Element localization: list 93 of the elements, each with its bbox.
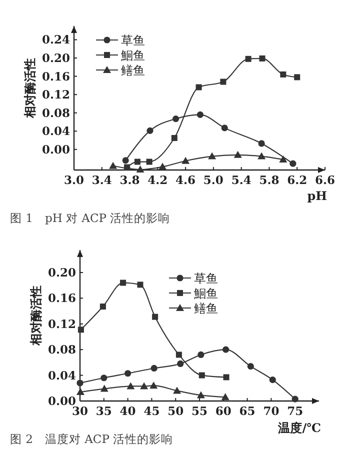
x-tick-label: 6.6	[314, 173, 336, 187]
point	[146, 127, 154, 134]
point	[292, 396, 298, 402]
y-tick-label: 0.04	[48, 368, 76, 382]
point	[198, 372, 205, 378]
legend-label: 鮰鱼	[194, 286, 218, 300]
y-tick-label: 0.08	[48, 342, 76, 357]
y-tick-label: 0.00	[42, 142, 70, 156]
point	[196, 391, 205, 398]
y-tick-label: 0.16	[48, 291, 76, 306]
caption: 图 2 温度对 ACP 活性的影响	[10, 432, 174, 446]
point	[134, 158, 140, 165]
point	[258, 140, 265, 147]
point	[176, 352, 182, 358]
legend-label: 草鱼	[194, 272, 218, 286]
y-axis-title: 相对酶活性	[23, 58, 37, 119]
point	[196, 111, 204, 118]
point	[137, 282, 144, 288]
point	[196, 84, 202, 90]
y-tick-label: 0.08	[42, 106, 70, 120]
point	[171, 135, 178, 141]
point	[126, 382, 135, 390]
point	[146, 158, 152, 165]
point	[198, 351, 204, 358]
point	[290, 160, 296, 167]
x-tick-label: 35	[96, 404, 112, 418]
x-tick-label: 5.8	[259, 173, 280, 187]
point	[173, 386, 182, 394]
legend-label: 草鱼	[121, 34, 145, 48]
point	[294, 74, 300, 80]
y-tick-label: 0.20	[42, 51, 70, 65]
point	[279, 155, 288, 162]
point	[245, 56, 252, 62]
point	[221, 124, 228, 132]
y-tick-label: 0.12	[42, 88, 70, 102]
x-tick-label: 4.2	[148, 173, 168, 187]
x-tick-label: 70	[263, 404, 280, 418]
legend-label: 鳝鱼	[121, 64, 145, 78]
point	[247, 363, 254, 370]
y-axis-title: 相对酶活性	[29, 286, 43, 346]
point	[150, 382, 158, 389]
point	[76, 388, 84, 396]
x-tick-label: 65	[239, 404, 256, 418]
point	[122, 157, 129, 164]
point	[78, 326, 84, 333]
y-tick-label: 0.16	[42, 69, 70, 84]
point	[259, 55, 266, 62]
point	[124, 370, 132, 377]
point	[177, 360, 184, 368]
point	[222, 346, 230, 353]
y-tick-label: 0.24	[42, 32, 70, 47]
x-tick-label: 3.8	[120, 173, 140, 187]
point	[158, 162, 167, 170]
y-tick-label: 0.12	[48, 316, 76, 331]
x-tick-label: 75	[287, 404, 304, 418]
point	[220, 78, 226, 85]
x-tick-label: 5.0	[203, 173, 224, 187]
point	[182, 156, 190, 164]
x-axis-title: pH	[307, 189, 327, 203]
legend-label: 鳝鱼	[194, 302, 218, 316]
point	[269, 376, 276, 384]
x-tick-label: 3.0	[64, 173, 84, 187]
legend-label: 鮰鱼	[121, 48, 145, 62]
point	[150, 364, 158, 372]
y-tick-label: 0.04	[42, 124, 70, 138]
x-tick-label: 4.6	[176, 173, 196, 187]
point	[140, 382, 148, 390]
x-tick-label: 5.4	[231, 173, 252, 187]
point	[221, 393, 230, 400]
point	[100, 304, 106, 310]
point	[109, 162, 118, 169]
x-tick-label: 55	[191, 404, 208, 418]
x-tick-label: 60	[215, 404, 232, 418]
x-tick-label: 6.2	[287, 173, 308, 187]
point	[100, 384, 108, 392]
y-tick-label: 0.20	[48, 265, 76, 280]
point	[100, 374, 108, 382]
point	[258, 152, 266, 160]
x-axis-title: 温度/℃	[277, 421, 321, 435]
point	[120, 280, 126, 286]
caption: 图 1 pH 对 ACP 活性的影响	[10, 211, 170, 225]
point	[172, 116, 180, 122]
point	[76, 380, 84, 386]
point	[208, 152, 216, 160]
x-tick-label: 45	[144, 404, 160, 418]
point	[152, 314, 158, 320]
point	[234, 150, 242, 158]
point	[280, 71, 286, 78]
x-tick-label: 40	[120, 404, 136, 418]
point	[223, 374, 230, 380]
x-tick-label: 50	[168, 404, 184, 418]
point	[136, 166, 144, 173]
x-tick-label: 3.4	[92, 173, 112, 187]
